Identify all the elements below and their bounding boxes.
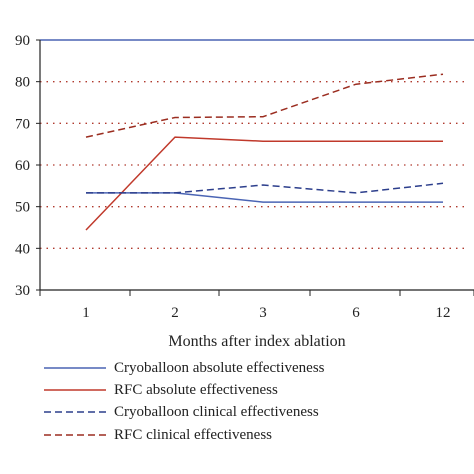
series-lines (85, 73, 444, 231)
x-axis-label: Months after index ablation (168, 333, 345, 350)
x-tick-label-1: 1 (82, 305, 90, 321)
x-tick-label-2: 2 (171, 305, 179, 321)
x-tick-label-3: 3 (259, 305, 267, 321)
legend: Cryoballoon absolute effectiveness RFC ab… (44, 360, 325, 443)
y-tick-label-70: 70 (15, 116, 30, 132)
y-tick-label-80: 80 (15, 75, 30, 91)
y-tick-label-30: 30 (15, 283, 30, 299)
series-line-1 (85, 136, 443, 231)
y-tick-label-40: 40 (15, 241, 30, 257)
y-tick-label-90: 90 (15, 33, 30, 49)
series-line-2 (86, 182, 444, 194)
y-tick-label-50: 50 (15, 200, 30, 216)
y-tick-label-60: 60 (15, 158, 30, 174)
y-tick-labels: 30 40 50 60 70 80 90 (15, 33, 30, 299)
x-tick-label-6: 6 (352, 305, 360, 321)
grid-lines (40, 81, 468, 249)
legend-label-0: Cryoballoon absolute effectiveness (114, 360, 325, 376)
series-line-0 (86, 192, 443, 203)
series-line-3 (85, 73, 444, 138)
legend-label-3: RFC clinical effectiveness (114, 427, 272, 443)
legend-label-1: RFC absolute effectiveness (114, 382, 278, 398)
x-tick-labels: 1 2 3 6 12 (82, 305, 450, 321)
x-tick-label-12: 12 (436, 305, 451, 321)
axes (36, 39, 474, 296)
legend-label-2: Cryoballoon clinical effectiveness (114, 404, 319, 420)
